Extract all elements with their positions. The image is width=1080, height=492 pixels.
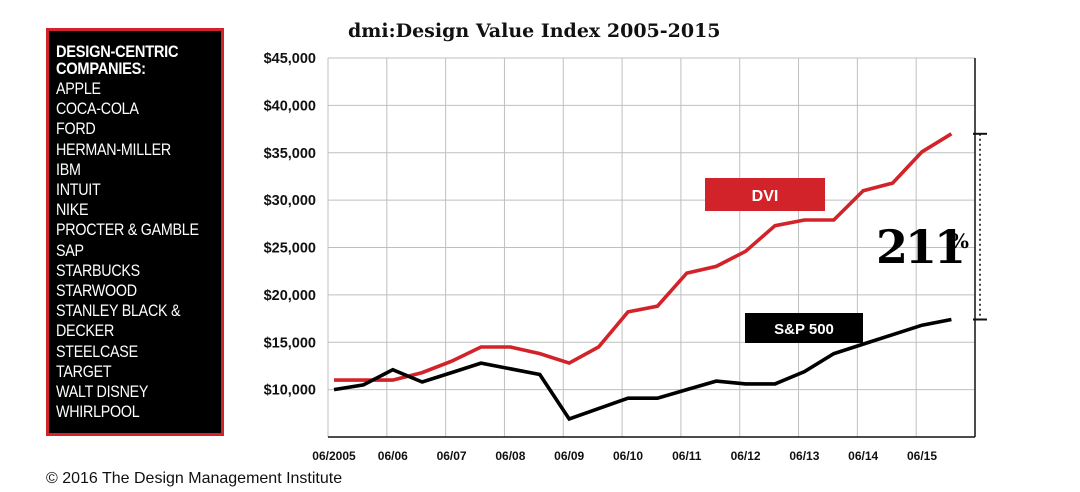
x-tick-label: 06/06 — [378, 449, 408, 463]
sp500-label-box — [745, 313, 863, 343]
gap-percentage: 211 — [876, 220, 963, 274]
copyright-text: © 2016 The Design Management Institute — [46, 470, 343, 487]
company-item: COCA-COLA — [56, 99, 139, 119]
x-tick-label: 06/14 — [848, 449, 878, 463]
x-tick-label: 06/12 — [731, 449, 761, 463]
dvi-label-box — [705, 178, 825, 211]
heading-line-2: COMPANIES: — [56, 59, 146, 78]
x-tick-label: 06/11 — [672, 449, 702, 463]
sp500-label: S&P 500 — [774, 321, 834, 338]
y-tick-label: $15,000 — [264, 335, 316, 351]
y-tick-label: $25,000 — [264, 241, 316, 257]
company-item: STARWOOD — [56, 281, 137, 301]
company-list: APPLE COCA-COLA FORD HERMAN-MILLER IBM INTUIT… — [56, 79, 213, 422]
company-item: APPLE — [56, 79, 101, 98]
company-item: STARBUCKS — [56, 260, 140, 280]
y-tick-label: $30,000 — [264, 193, 316, 209]
x-tick-label: 06/08 — [495, 449, 525, 463]
x-tick-label: 06/15 — [907, 449, 937, 463]
chart-title: dmi:Design Value Index 2005-2015 — [348, 20, 721, 42]
company-item: TARGET — [56, 361, 112, 381]
company-item: STANLEY BLACK & — [56, 301, 181, 321]
company-item: SAP — [56, 240, 84, 260]
company-item: FORD — [56, 119, 96, 139]
y-tick-label: $45,000 — [264, 51, 316, 67]
company-item: WALT DISNEY — [56, 382, 149, 402]
company-item: WHIRLPOOL — [56, 402, 140, 422]
company-item: IBM — [56, 159, 81, 179]
y-tick-label: $40,000 — [264, 98, 316, 114]
companies-heading: DESIGN-CENTRIC COMPANIES: — [56, 43, 228, 77]
sp500-line — [333, 317, 952, 422]
x-tick-label: 06/13 — [789, 449, 819, 463]
company-item: NIKE — [56, 200, 89, 220]
company-item: DECKER — [56, 321, 115, 341]
dvi-line — [334, 132, 953, 382]
x-tick-label: 06/09 — [554, 449, 584, 463]
companies-panel: DESIGN-CENTRIC COMPANIES: APPLE COCA-COLA… — [46, 28, 224, 436]
y-tick-label: $10,000 — [264, 383, 316, 399]
heading-line-1: DESIGN-CENTRIC — [56, 42, 179, 61]
company-item: PROCTER & GAMBLE — [56, 220, 199, 240]
company-item: STEELCASE — [56, 341, 138, 361]
company-item: HERMAN-MILLER — [56, 139, 171, 159]
x-tick-label: 06/07 — [437, 449, 467, 463]
dvi-label: DVI — [752, 188, 779, 205]
y-tick-label: $35,000 — [264, 146, 316, 162]
y-tick-label: $20,000 — [264, 288, 316, 304]
x-tick-label: 06/10 — [613, 449, 643, 463]
x-tick-label: 06/2005 — [312, 449, 356, 463]
gap-percent-symbol: % — [950, 229, 969, 253]
company-item: INTUIT — [56, 180, 101, 200]
